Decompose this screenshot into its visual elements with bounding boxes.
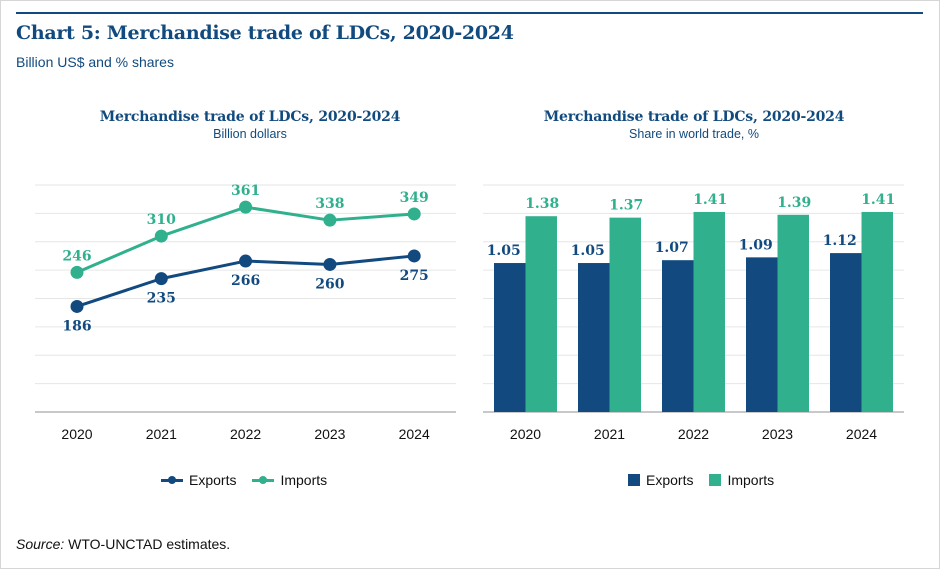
legend-item-imports: Imports xyxy=(709,472,774,488)
data-label-exports: 186 xyxy=(62,318,91,334)
x-tick-label: 2021 xyxy=(594,426,625,442)
bar-chart: 2020 2021 2022 2023 2024 1.05 1.05 1.07 1.09 1.12… xyxy=(483,184,904,442)
data-label-exports: 235 xyxy=(147,291,176,307)
line-chart-subtitle: Billion dollars xyxy=(213,127,287,141)
data-label-imports: 1.41 xyxy=(693,192,727,208)
top-rule xyxy=(16,12,923,14)
data-label-exports: 260 xyxy=(315,276,344,292)
data-label-imports: 361 xyxy=(231,183,260,199)
imports-swatch-icon xyxy=(709,474,722,486)
bar-imports xyxy=(861,211,893,412)
bar-chart-subtitle: Share in world trade, % xyxy=(629,127,759,141)
x-tick-label: 2022 xyxy=(678,426,709,442)
line-chart-legend: Exports Imports xyxy=(161,472,327,488)
data-point-imports xyxy=(323,213,337,227)
source-text: WTO-UNCTAD estimates. xyxy=(68,536,231,552)
x-tick-label: 2022 xyxy=(230,426,261,442)
exports-swatch-icon xyxy=(628,474,640,486)
data-label-imports: 1.41 xyxy=(861,192,895,208)
data-label-exports: 1.05 xyxy=(487,243,521,259)
x-tick-label: 2024 xyxy=(846,426,877,442)
bar-exports xyxy=(578,263,610,412)
bar-imports xyxy=(693,211,725,412)
data-label-exports: 275 xyxy=(400,268,429,284)
data-label-exports: 1.12 xyxy=(823,233,857,249)
data-point-exports xyxy=(407,249,421,263)
bar-exports xyxy=(746,257,778,412)
data-point-exports xyxy=(70,299,84,313)
data-point-exports xyxy=(239,254,253,268)
data-label-imports: 349 xyxy=(400,190,429,206)
legend-item-exports: Exports xyxy=(161,472,236,488)
x-tick-label: 2020 xyxy=(510,426,541,442)
legend-label-exports: Exports xyxy=(646,472,694,488)
legend-label-exports: Exports xyxy=(189,472,237,488)
data-point-imports xyxy=(154,229,168,243)
bar-chart-legend: Exports Imports xyxy=(628,472,774,488)
data-label-imports: 1.37 xyxy=(609,198,643,214)
bar-exports xyxy=(830,253,862,412)
legend-label-imports: Imports xyxy=(727,472,775,488)
data-point-imports xyxy=(239,200,253,214)
bar-chart-title: Merchandise trade of LDCs, 2020-2024 xyxy=(543,109,845,125)
data-label-exports: 1.05 xyxy=(571,243,605,259)
source-label: Source: xyxy=(16,536,65,552)
data-label-imports: 1.38 xyxy=(525,196,559,212)
bar-exports xyxy=(662,260,694,412)
data-label-imports: 310 xyxy=(147,212,176,228)
bar-imports xyxy=(525,216,557,412)
data-point-imports xyxy=(70,265,84,279)
legend-item-imports: Imports xyxy=(252,472,327,488)
legend-item-exports: Exports xyxy=(628,472,693,488)
source-note: Source: WTO-UNCTAD estimates. xyxy=(16,536,230,552)
x-tick-label: 2024 xyxy=(399,426,430,442)
data-label-imports: 338 xyxy=(315,196,344,212)
data-label-imports: 1.39 xyxy=(777,195,811,211)
bar-imports xyxy=(777,214,809,412)
line-chart: 2020 2021 2022 2023 2024 186 235 266 260 275 246 31… xyxy=(35,183,456,442)
x-tick-label: 2020 xyxy=(61,426,92,442)
data-label-exports: 1.07 xyxy=(655,240,689,256)
line-chart-title: Merchandise trade of LDCs, 2020-2024 xyxy=(99,109,401,125)
data-label-imports: 246 xyxy=(62,248,91,264)
data-label-exports: 266 xyxy=(231,273,260,289)
exports-line-marker-icon xyxy=(161,475,183,484)
figure-title: Chart 5: Merchandise trade of LDCs, 2020… xyxy=(16,22,514,44)
bar-exports xyxy=(494,263,526,412)
x-tick-label: 2021 xyxy=(146,426,177,442)
legend-label-imports: Imports xyxy=(280,472,328,488)
x-tick-label: 2023 xyxy=(314,426,345,442)
data-point-exports xyxy=(154,272,168,286)
bar-imports xyxy=(609,217,641,412)
x-tick-label: 2023 xyxy=(762,426,793,442)
figure-subtitle: Billion US$ and % shares xyxy=(16,54,174,70)
data-point-exports xyxy=(323,257,337,271)
data-label-exports: 1.09 xyxy=(739,237,773,253)
data-point-imports xyxy=(407,207,421,221)
imports-line-marker-icon xyxy=(252,475,275,484)
